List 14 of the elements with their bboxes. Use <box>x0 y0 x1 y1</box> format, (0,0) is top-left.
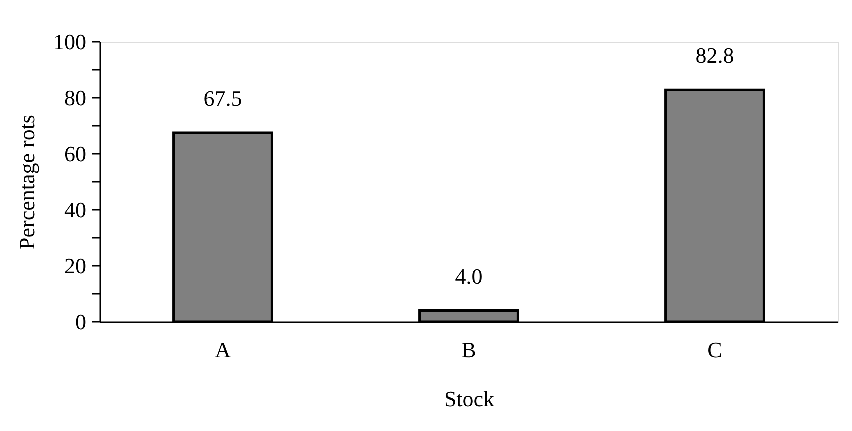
y-tick-label: 80 <box>64 86 86 110</box>
data-label: 82.8 <box>696 43 734 68</box>
y-tick-label: 40 <box>64 198 86 222</box>
data-label: 67.5 <box>204 86 242 111</box>
data-label: 4.0 <box>455 264 483 289</box>
y-tick-label: 100 <box>54 30 86 54</box>
x-axis-title: Stock <box>444 386 495 412</box>
y-tick-label: 60 <box>64 142 86 166</box>
x-tick-label: B <box>462 338 476 362</box>
y-tick-label: 0 <box>76 310 86 334</box>
y-tick-label: 20 <box>64 254 86 278</box>
x-tick-label: C <box>708 338 722 362</box>
x-tick-label: A <box>215 338 232 362</box>
y-axis-title: Percentage rots <box>14 115 40 250</box>
